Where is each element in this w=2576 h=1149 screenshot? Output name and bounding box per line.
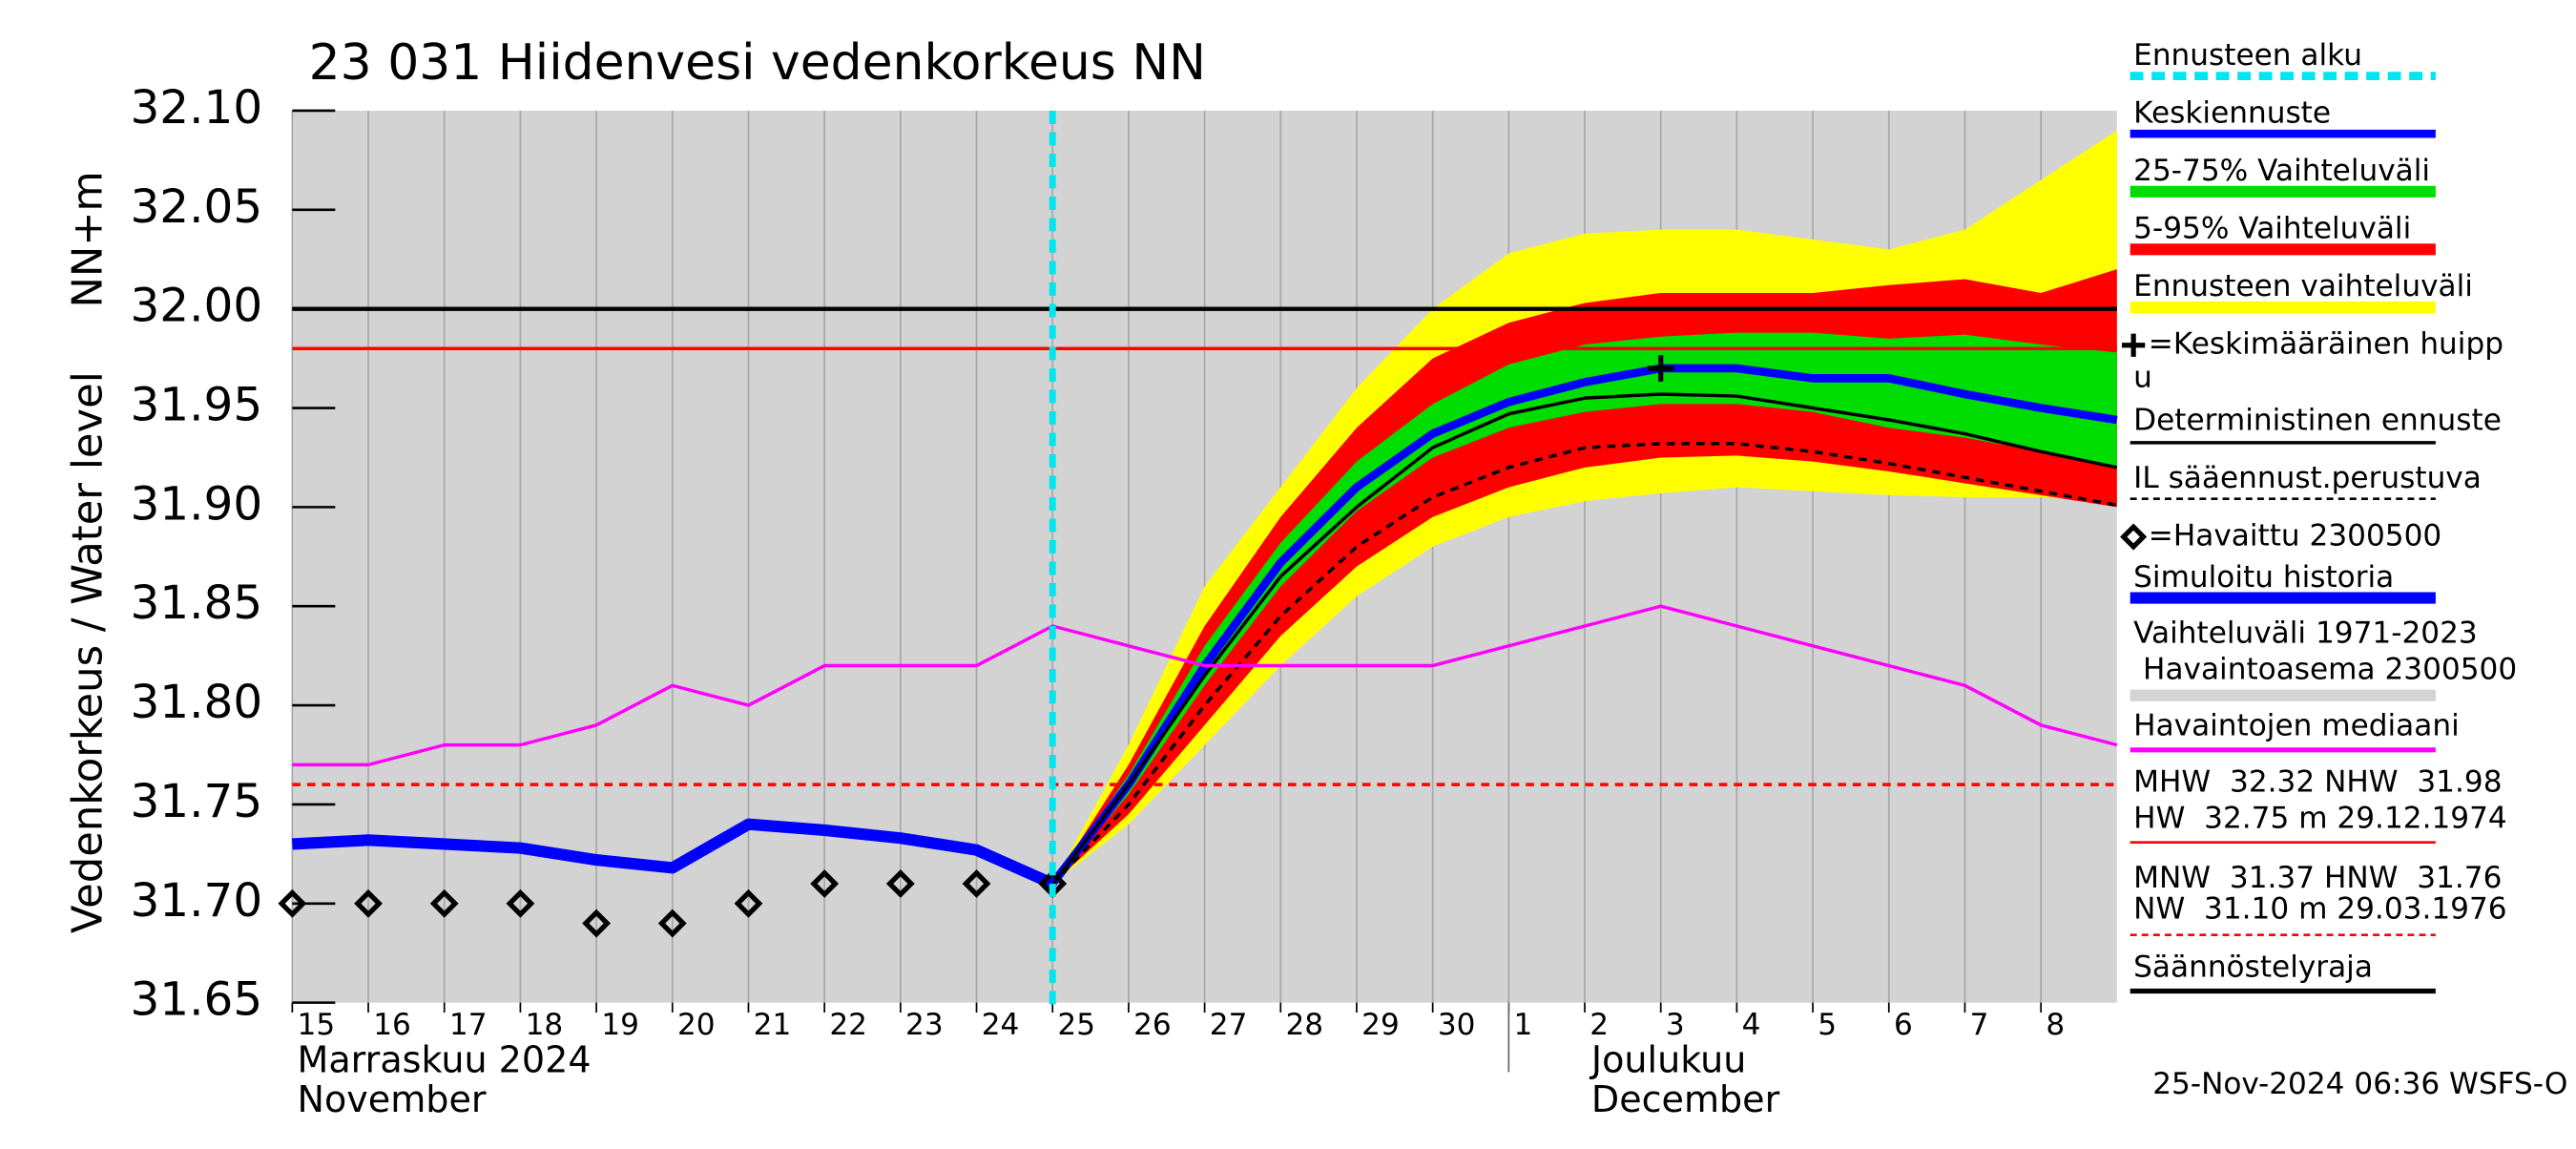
month-label: Marraskuu 2024	[298, 1038, 592, 1080]
observation-marker	[506, 888, 535, 918]
y-tick-label: 31.85	[130, 576, 262, 630]
band	[1052, 332, 2117, 885]
observation-marker	[962, 869, 991, 898]
x-tick-label: 15	[298, 1008, 336, 1042]
month-label: Joulukuu	[1589, 1038, 1746, 1080]
legend-label: 25-75% Vaihteluväli	[2133, 154, 2430, 188]
x-tick-label: 29	[1361, 1008, 1400, 1042]
legend-label: u	[2133, 360, 2152, 394]
observation-marker	[657, 909, 687, 938]
series-line	[1050, 392, 2118, 886]
y-axis-unit: NN+m	[65, 171, 113, 307]
y-tick-label: 31.95	[130, 379, 262, 432]
legend-label: Vaihteluväli 1971-2023	[2133, 616, 2478, 651]
y-tick-label: 31.75	[130, 775, 262, 828]
series-line	[1049, 364, 2118, 887]
legend-label: 5-95% Vaihteluväli	[2133, 212, 2411, 246]
x-tick-label: 7	[1970, 1008, 1989, 1042]
x-tick-label: 6	[1894, 1008, 1913, 1042]
x-tick-label: 19	[601, 1008, 639, 1042]
x-tick-label: 24	[982, 1008, 1020, 1042]
legend-label: HW 32.75 m 29.12.1974	[2133, 802, 2507, 836]
x-tick-label: 2	[1589, 1008, 1609, 1042]
x-tick-label: 25	[1057, 1008, 1095, 1042]
legend-label: MNW 31.37 HNW 31.76	[2133, 861, 2502, 895]
x-tick-label: 3	[1666, 1008, 1685, 1042]
legend-label: =Havaittu 2300500	[2149, 519, 2441, 554]
x-tick-label: 18	[526, 1008, 564, 1042]
legend-symbol	[2120, 523, 2148, 551]
legend-label: Havaintoasema 2300500	[2133, 653, 2517, 687]
x-tick-label: 22	[829, 1008, 867, 1042]
series-line	[292, 818, 1055, 889]
legend-label: Keskiennuste	[2133, 95, 2331, 130]
x-tick-label: 26	[1133, 1008, 1172, 1042]
observation-marker	[734, 888, 763, 918]
peak-marker	[1647, 355, 1674, 382]
legend-label: IL sääennust.perustuva	[2133, 461, 2482, 495]
y-tick-label: 31.90	[130, 477, 262, 531]
y-tick-label: 32.05	[130, 180, 262, 234]
series-line	[292, 604, 2118, 767]
x-tick-label: 4	[1742, 1008, 1761, 1042]
x-tick-label: 8	[2046, 1008, 2065, 1042]
series-line	[1050, 442, 2118, 886]
x-tick-label: 21	[754, 1008, 792, 1042]
y-tick-label: 31.70	[130, 874, 262, 928]
observation-marker	[810, 869, 840, 898]
observation-marker	[885, 869, 915, 898]
x-tick-label: 17	[449, 1008, 488, 1042]
observation-marker	[354, 888, 383, 918]
timestamp: 25-Nov-2024 06:36 WSFS-O	[2152, 1067, 2567, 1101]
legend-label: MHW 32.32 NHW 31.98	[2133, 764, 2502, 799]
observation-marker	[582, 909, 612, 938]
month-label: December	[1591, 1078, 1780, 1120]
y-axis-label: Vedenkorkeus / Water level	[65, 371, 113, 933]
legend-label: Säännöstelyraja	[2133, 950, 2373, 984]
x-tick-label: 27	[1210, 1008, 1248, 1042]
observation-marker	[278, 888, 307, 918]
observation-marker	[429, 888, 459, 918]
x-tick-label: 5	[1818, 1008, 1837, 1042]
legend-label: Ennusteen vaihteluväli	[2133, 269, 2473, 303]
y-tick-label: 31.80	[130, 676, 262, 729]
x-tick-label: 16	[373, 1008, 411, 1042]
x-tick-label: 23	[905, 1008, 944, 1042]
x-tick-label: 28	[1285, 1008, 1323, 1042]
legend-label: Simuloitu historia	[2133, 560, 2394, 595]
legend-label: NW 31.10 m 29.03.1976	[2133, 892, 2506, 927]
y-tick-label: 32.00	[130, 280, 262, 333]
legend-label: Ennusteen alku	[2133, 38, 2362, 73]
x-tick-label: 1	[1514, 1008, 1533, 1042]
x-tick-label: 20	[677, 1008, 716, 1042]
y-tick-label: 32.10	[130, 81, 262, 135]
y-tick-label: 31.65	[130, 973, 262, 1027]
legend-symbol	[2122, 333, 2146, 357]
x-tick-label: 30	[1438, 1008, 1476, 1042]
band	[1052, 269, 2117, 885]
chart-title: 23 031 Hiidenvesi vedenkorkeus NN	[309, 34, 1206, 92]
legend-label: =Keskimääräinen huipp	[2149, 327, 2503, 362]
legend-label: Havaintojen mediaani	[2133, 709, 2460, 743]
legend-label: Deterministinen ennuste	[2133, 403, 2502, 437]
month-label: November	[298, 1078, 487, 1120]
